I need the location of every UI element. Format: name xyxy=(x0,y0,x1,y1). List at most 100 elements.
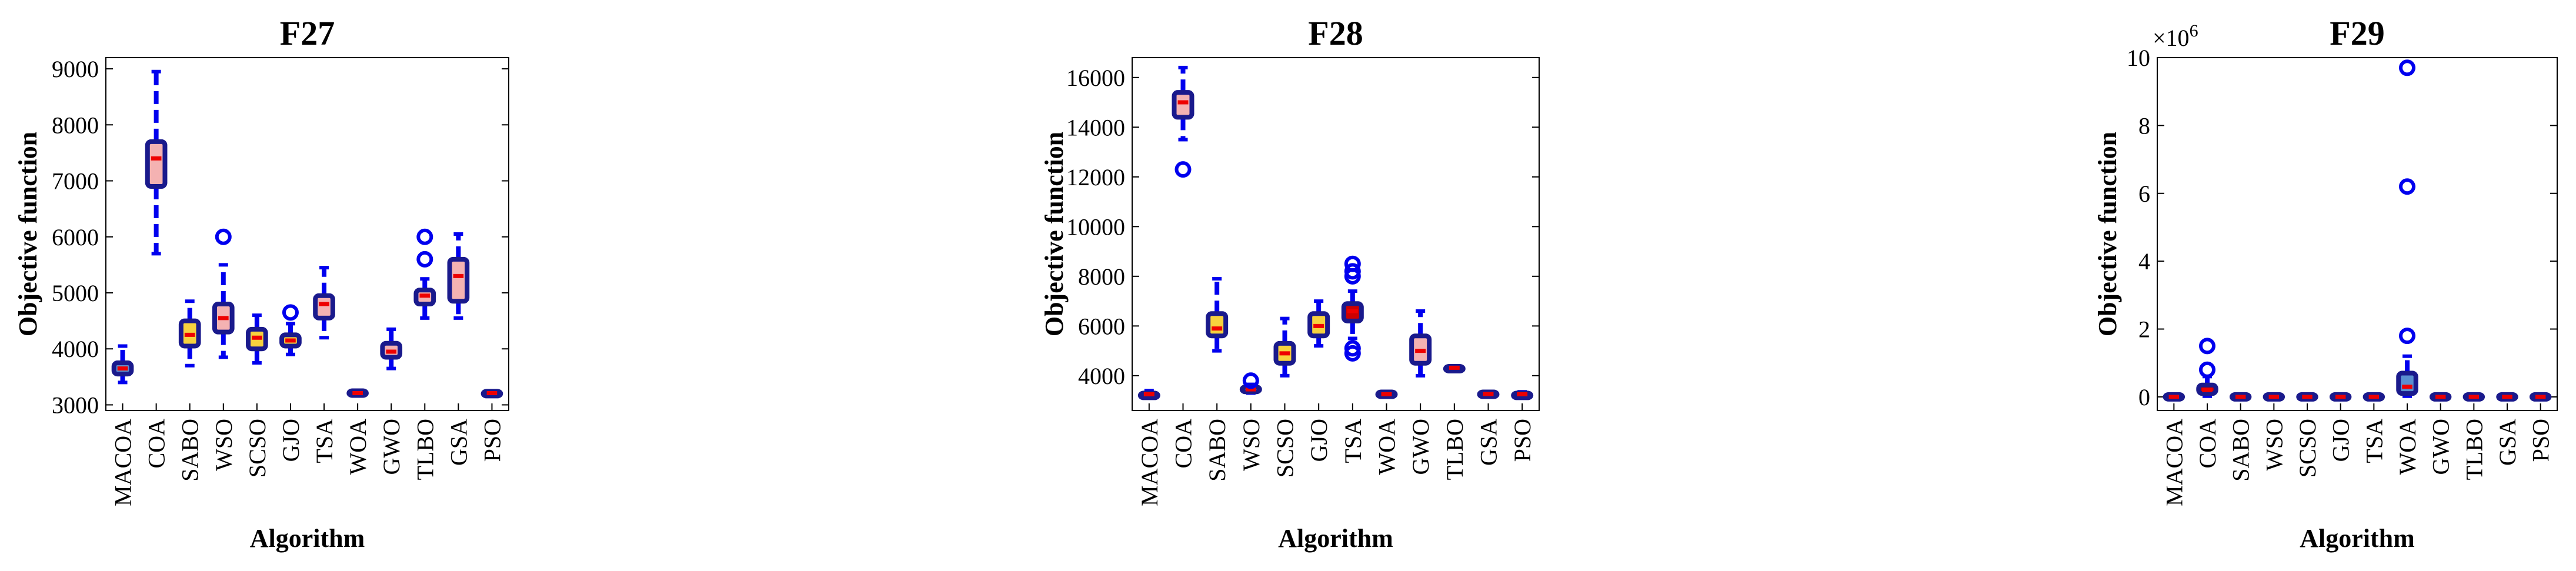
box-gsa xyxy=(447,232,470,320)
box-tlbo xyxy=(2462,392,2485,402)
y-tick-label: 8000 xyxy=(1078,263,1125,290)
y-tick-label: 3000 xyxy=(52,392,99,418)
x-tick-label: COA xyxy=(144,419,170,469)
outlier-point xyxy=(215,228,232,245)
x-tick-label: SABO xyxy=(2228,419,2254,482)
y-tick-label: 7000 xyxy=(52,168,99,195)
box-coa xyxy=(1172,65,1194,178)
box-gjo xyxy=(279,304,302,356)
box-sabo xyxy=(178,299,201,368)
box-body xyxy=(447,256,470,304)
box-pso xyxy=(2529,392,2552,402)
box-tlbo xyxy=(1443,363,1466,374)
x-tick-label: WOA xyxy=(2394,419,2421,475)
box-gwo xyxy=(2429,392,2452,402)
x-tick-label: SABO xyxy=(1204,419,1230,482)
outlier-point xyxy=(2199,361,2215,378)
box-woa xyxy=(346,388,369,398)
outlier-point xyxy=(1344,255,1361,272)
x-tick-label: TLBO xyxy=(412,419,438,480)
box-tsa xyxy=(1341,255,1364,362)
x-tick-label: PSO xyxy=(479,419,505,462)
x-tick-label: GSA xyxy=(445,419,472,466)
x-tick-label: GJO xyxy=(1306,419,1332,462)
y-axis-multiplier: ×106 xyxy=(2153,21,2198,51)
y-tick-label: 6 xyxy=(2138,181,2150,207)
y-tick-label: 8000 xyxy=(52,112,99,138)
box-scso xyxy=(246,313,268,365)
x-tick-label: GWO xyxy=(2428,419,2454,475)
box-tsa xyxy=(313,266,335,340)
box-body xyxy=(313,293,335,320)
chart-title: F27 xyxy=(280,14,335,52)
outlier-point xyxy=(1344,340,1361,357)
box-pso xyxy=(481,389,503,399)
box-woa xyxy=(2396,59,2418,398)
box-body xyxy=(2396,370,2418,396)
y-tick-label: 10000 xyxy=(1066,213,1125,240)
chart-panel-f29: F29 ×106 0 2 4 6 8 10 Objective function MACOA COA… xyxy=(2093,14,2558,553)
y-tick-label: 4 xyxy=(2138,248,2150,275)
x-tick-label: MACOA xyxy=(110,419,136,506)
x-tick-label: SCSO xyxy=(244,419,271,477)
x-tick-label: GJO xyxy=(278,419,304,462)
y-axis-label: Objective function xyxy=(1040,132,1069,336)
box-scso xyxy=(1273,316,1296,378)
x-axis-label: Algorithm xyxy=(250,524,365,553)
x-tick-label: WSO xyxy=(211,419,237,471)
box-wso xyxy=(2263,392,2285,402)
y-tick-label: 4000 xyxy=(1078,363,1125,389)
x-tick-label: GWO xyxy=(378,419,405,475)
x-tick-label: TLBO xyxy=(1442,419,1468,480)
box-coa xyxy=(145,69,168,256)
box-sabo xyxy=(2229,392,2252,402)
x-tick-label: TSA xyxy=(1340,419,1366,463)
y-tick-label: 12000 xyxy=(1066,164,1125,191)
x-tick-label: GSA xyxy=(2494,419,2521,466)
x-tick-label: SCSO xyxy=(2294,419,2321,477)
outlier-point xyxy=(1344,263,1361,280)
x-tick-label: MACOA xyxy=(2161,419,2187,506)
chart-title: F29 xyxy=(2330,14,2384,52)
box-tlbo xyxy=(413,228,436,320)
plot-frame xyxy=(105,57,509,411)
x-tick-label: PSO xyxy=(2528,419,2554,462)
y-tick-label: 6000 xyxy=(52,224,99,251)
y-tick-label: 8 xyxy=(2138,112,2150,139)
box-wso xyxy=(1239,372,1262,395)
outlier-point xyxy=(1242,372,1259,389)
outlier-point xyxy=(2399,178,2415,195)
x-tick-label: SCSO xyxy=(1272,419,1299,477)
box-gwo xyxy=(1409,309,1432,378)
y-tick-label: 5000 xyxy=(52,280,99,306)
box-sabo xyxy=(1206,277,1229,353)
box-gjo xyxy=(2329,392,2352,402)
x-tick-label: WOA xyxy=(1374,419,1400,475)
box-gsa xyxy=(2496,392,2518,402)
box-gjo xyxy=(1307,299,1330,348)
x-axis-label: Algorithm xyxy=(1278,524,1393,553)
y-tick-label: 16000 xyxy=(1066,65,1125,91)
outlier-point xyxy=(2399,59,2415,76)
chart-panel-f28: F28 4000 6000 8000 10000 12000 14000 16000 Objec… xyxy=(1040,14,1540,553)
outlier-point xyxy=(282,304,299,321)
outlier-point xyxy=(2399,328,2415,345)
y-tick-label: 10 xyxy=(2127,45,2150,71)
y-axis-label: Objective function xyxy=(14,132,42,336)
outlier-point xyxy=(1174,161,1192,178)
chart-title: F28 xyxy=(1308,14,1363,52)
x-tick-label: MACOA xyxy=(1136,419,1163,506)
x-tick-label: WSO xyxy=(1238,419,1264,471)
box-woa xyxy=(1375,389,1398,399)
y-axis-label: Objective function xyxy=(2093,132,2122,336)
box-macoa xyxy=(111,344,134,385)
x-tick-label: WOA xyxy=(345,419,371,475)
x-tick-label: GSA xyxy=(1476,419,1502,466)
outlier-point xyxy=(2199,338,2215,355)
box-macoa xyxy=(1137,389,1160,400)
y-tick-label: 2 xyxy=(2138,316,2150,343)
x-tick-label: WSO xyxy=(2261,419,2287,471)
box-scso xyxy=(2296,392,2318,402)
